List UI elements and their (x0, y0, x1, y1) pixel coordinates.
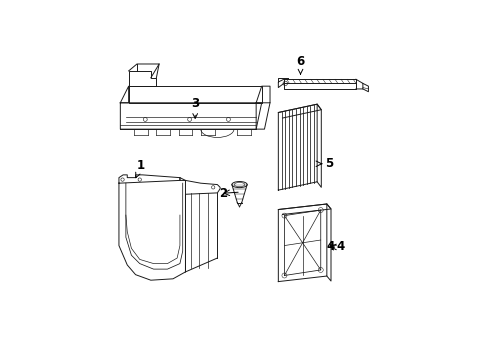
Text: 4: 4 (326, 240, 334, 253)
Text: 6: 6 (296, 55, 304, 74)
Text: 5: 5 (325, 157, 333, 170)
Text: 2: 2 (218, 187, 226, 200)
Text: 1: 1 (136, 159, 145, 178)
Text: 4: 4 (336, 240, 344, 253)
Text: 3: 3 (191, 97, 199, 118)
